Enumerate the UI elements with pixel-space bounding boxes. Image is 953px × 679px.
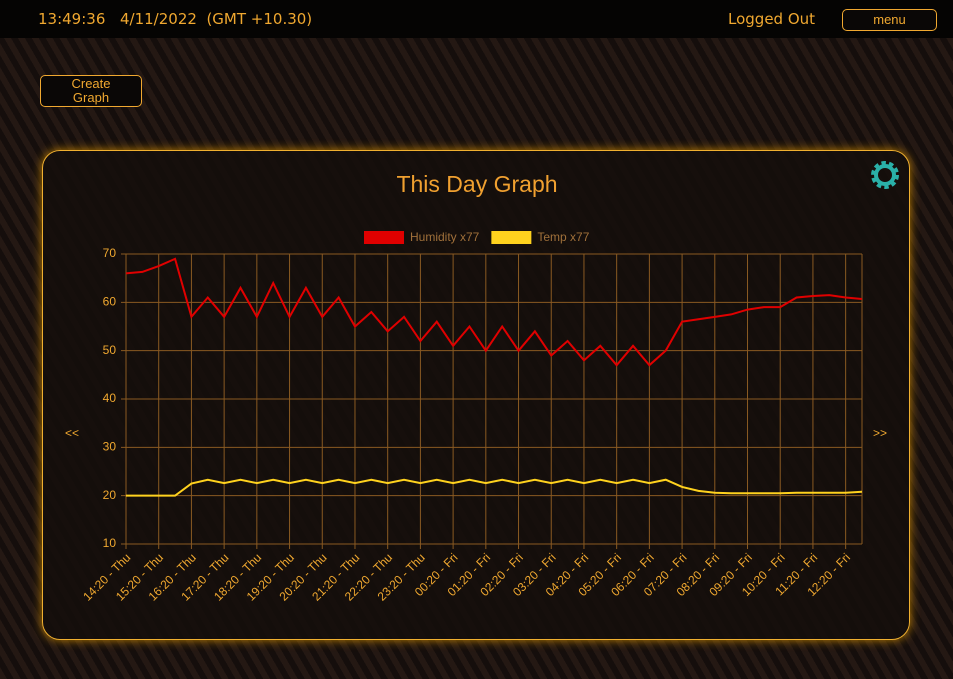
- clock: 13:49:36: [38, 10, 106, 28]
- date: 4/11/2022 (GMT +10.30): [120, 10, 313, 28]
- y-tick-label: 50: [103, 343, 117, 357]
- data-line: [125, 257, 863, 367]
- legend-swatch: [364, 231, 404, 244]
- top-bar: 13:49:36 4/11/2022 (GMT +10.30) Logged O…: [0, 0, 953, 38]
- y-tick-label: 60: [103, 295, 117, 309]
- legend-swatch: [491, 231, 532, 244]
- create-graph-button[interactable]: Create Graph: [40, 75, 142, 107]
- y-tick-label: 10: [103, 536, 117, 550]
- data-line: [126, 478, 863, 497]
- chart-title: This Day Graph: [396, 171, 557, 197]
- next-button[interactable]: >>: [873, 426, 887, 440]
- y-tick-label: 40: [103, 391, 117, 405]
- settings-icon[interactable]: [871, 161, 899, 189]
- y-tick-label: 70: [103, 246, 117, 260]
- y-tick-label: 20: [103, 488, 117, 502]
- graph-panel: [42, 150, 910, 640]
- login-status: Logged Out: [728, 10, 816, 28]
- y-tick-label: 30: [103, 440, 117, 454]
- legend-label: Humidity x77: [410, 230, 480, 244]
- prev-button[interactable]: <<: [65, 426, 79, 440]
- menu-button[interactable]: menu: [842, 9, 937, 31]
- legend-label: Temp x77: [537, 230, 589, 244]
